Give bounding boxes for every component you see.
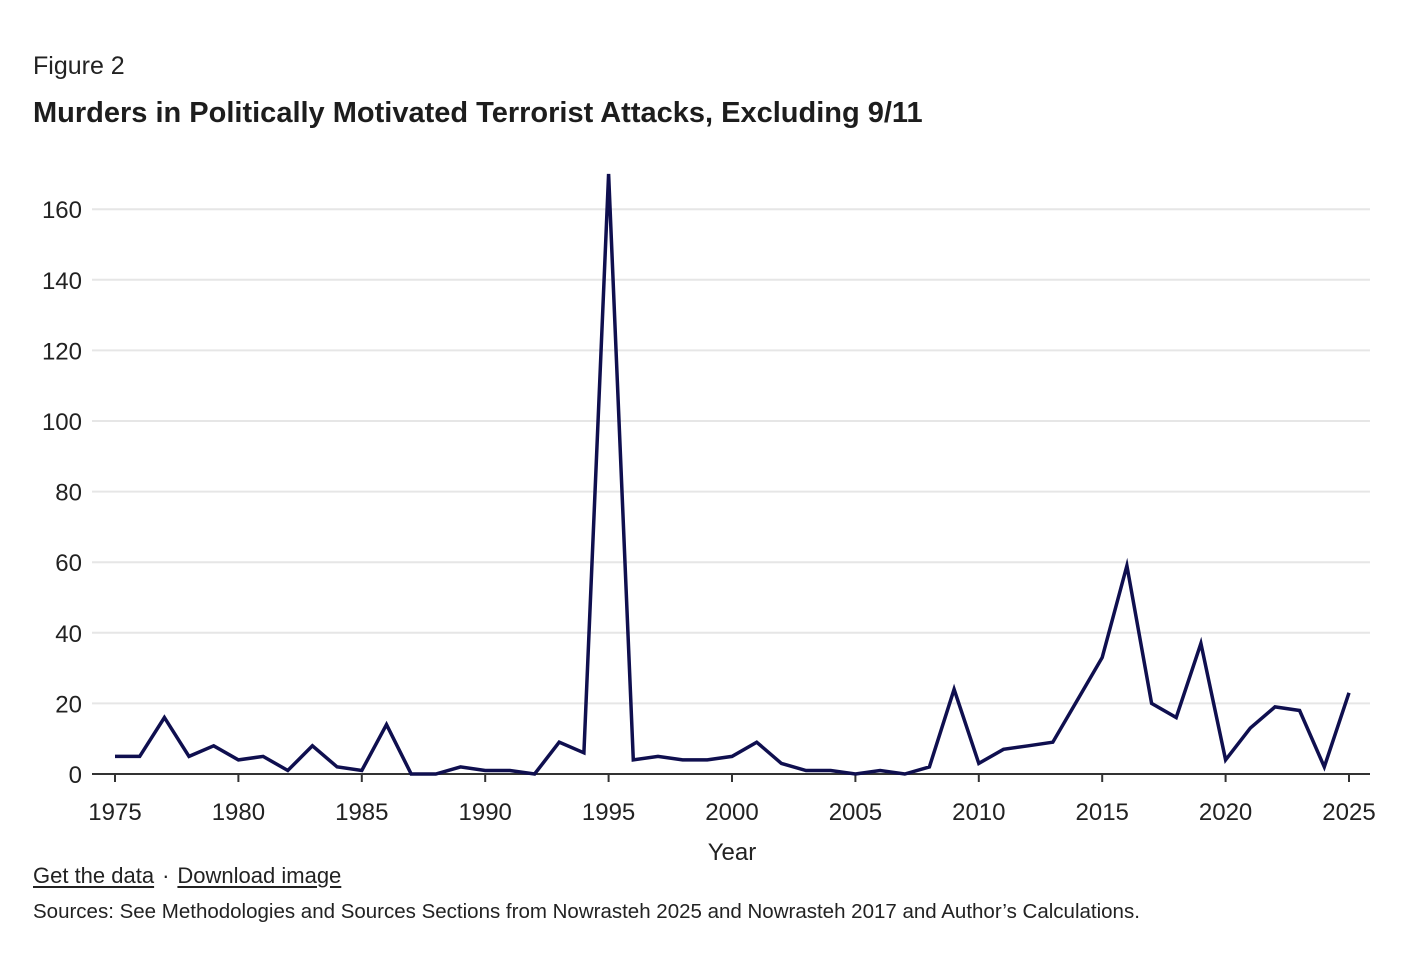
figure-label: Figure 2	[33, 52, 125, 80]
x-tick-label: 2005	[829, 799, 882, 826]
x-tick-label: 2000	[705, 799, 758, 826]
x-axis-label: Year	[708, 839, 757, 860]
series-layer	[114, 173, 1351, 776]
x-tick-label: 2020	[1199, 799, 1252, 826]
y-tick-label: 80	[55, 480, 82, 507]
chart-links: Get the data · Download image	[33, 863, 341, 889]
x-tick-label: 2010	[952, 799, 1005, 826]
x-tick-label: 1995	[582, 799, 635, 826]
x-tick-label: 1990	[459, 799, 512, 826]
y-tick-label: 140	[42, 268, 82, 295]
link-separator: ·	[162, 863, 170, 888]
series-line-murders	[115, 173, 1351, 776]
gridlines	[92, 208, 1370, 705]
sources-note: Sources: See Methodologies and Sources S…	[33, 900, 1140, 923]
get-the-data-link[interactable]: Get the data	[33, 863, 155, 888]
x-tick-label: 1985	[335, 799, 388, 826]
y-tick-label: 60	[55, 550, 82, 577]
y-tick-label: 40	[55, 621, 82, 648]
y-axis-ticks: 0 20 40 60 80 100 120 140 160	[42, 197, 82, 789]
x-tick-label: 2015	[1076, 799, 1129, 826]
x-tick-label: 2025	[1322, 799, 1375, 826]
download-image-link[interactable]: Download image	[177, 863, 342, 888]
y-tick-label: 20	[55, 691, 82, 718]
x-tick-label: 1975	[88, 799, 141, 826]
y-tick-label: 160	[42, 197, 82, 224]
x-axis-ticks: 1975 1980 1985 1990 1995 2000 2005 2010 2015 2020…	[88, 774, 1376, 826]
chart-title: Murders in Politically Motivated Terrori…	[33, 97, 923, 129]
x-tick-label: 1980	[212, 799, 265, 826]
y-tick-label: 0	[69, 762, 82, 789]
y-tick-label: 100	[42, 409, 82, 436]
y-tick-label: 120	[42, 338, 82, 365]
